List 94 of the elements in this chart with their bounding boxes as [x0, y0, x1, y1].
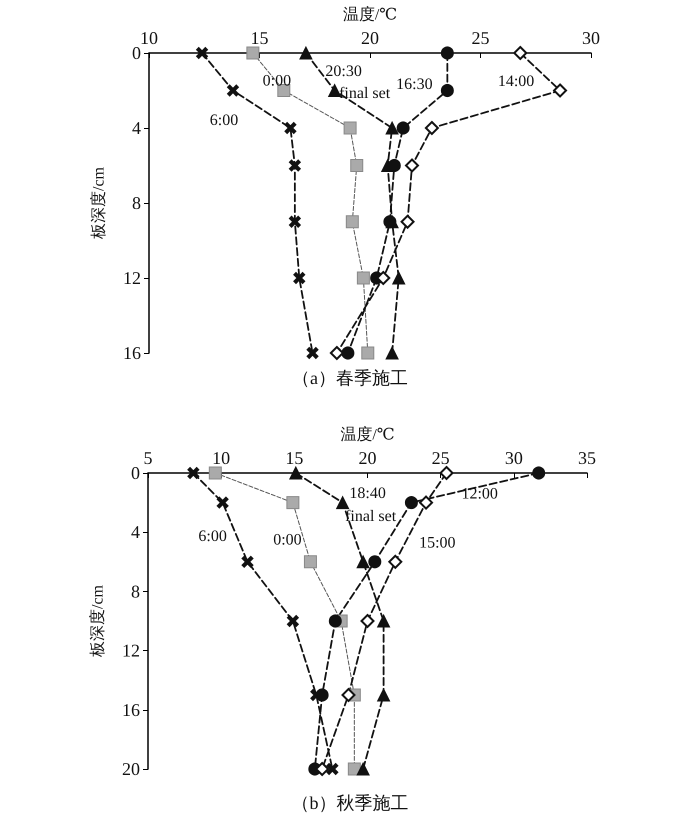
text: （a）春季施工: [292, 368, 408, 388]
x-tick-label: 15: [285, 448, 304, 468]
point: [400, 214, 415, 229]
point: [383, 215, 396, 228]
point: [341, 688, 356, 702]
point: [246, 46, 260, 60]
point: [361, 346, 374, 360]
point: [396, 122, 410, 134]
point: [377, 688, 390, 702]
x-tick-label: 30: [504, 448, 523, 468]
point: [404, 158, 419, 172]
point: [419, 496, 434, 510]
point: [316, 688, 329, 702]
x-tick-label: 5: [144, 448, 152, 468]
point: [341, 346, 354, 360]
y-tick-label: 20: [122, 759, 140, 779]
point: [440, 46, 454, 60]
series-label: 12:00: [461, 486, 498, 502]
point: [404, 496, 418, 510]
point: [344, 122, 357, 134]
x-tick-label: 25: [432, 448, 450, 468]
annotation: final set: [345, 508, 397, 526]
series-label: 6:00: [198, 528, 227, 546]
point: [346, 215, 359, 228]
point: [242, 556, 254, 568]
x-tick-label: 20: [358, 448, 376, 468]
point: [532, 466, 546, 480]
point: [187, 467, 200, 479]
y-tick-label: 8: [131, 581, 140, 602]
point: [299, 46, 312, 60]
point: [360, 614, 374, 628]
point: [392, 272, 406, 284]
series-label: 20:30: [325, 63, 362, 80]
series-label: 6:00: [210, 112, 238, 129]
point: [377, 614, 390, 628]
series-label: 16:30: [396, 76, 433, 93]
point: [304, 555, 317, 568]
point: [196, 47, 208, 59]
point: [216, 496, 229, 509]
point: [326, 763, 338, 775]
point: [330, 346, 344, 360]
y-tick-label: 8: [132, 193, 141, 213]
point: [286, 615, 299, 627]
x-tick-label: 35: [578, 448, 596, 468]
x-tick-label: 30: [582, 28, 600, 48]
y-tick-label: 4: [132, 118, 141, 138]
point: [293, 272, 306, 284]
point: [336, 496, 350, 510]
series-label: 0:00: [273, 531, 302, 548]
point: [350, 159, 364, 172]
point: [424, 121, 439, 135]
point: [356, 272, 370, 284]
point: [286, 496, 300, 510]
x-tick-label: 25: [472, 28, 490, 48]
point: [208, 466, 222, 480]
point: [306, 347, 319, 359]
point: [386, 122, 399, 134]
x-tick-label: 10: [212, 448, 230, 468]
series-label: 15:00: [419, 534, 456, 552]
y-tick-label: 12: [123, 268, 141, 288]
point: [284, 122, 296, 134]
series-label: 14:00: [498, 73, 534, 90]
point: [289, 466, 302, 480]
series-label: 18:40: [349, 485, 386, 502]
point: [288, 160, 301, 172]
point: [288, 216, 301, 228]
point: [513, 46, 528, 60]
point: [226, 84, 239, 96]
point: [440, 84, 454, 97]
point: [368, 555, 382, 568]
point: [553, 84, 568, 98]
series-label: 0:00: [262, 72, 292, 90]
y-tick-label: 0: [131, 463, 140, 483]
y-tick-label: 0: [132, 43, 141, 63]
point: [440, 466, 454, 480]
point: [388, 554, 402, 569]
y-tick-label: 4: [131, 522, 140, 542]
x-tick-label: 15: [250, 28, 268, 48]
y-axis-title: 板深度/cm: [88, 584, 106, 658]
annotation: final set: [339, 85, 391, 102]
y-tick-label: 16: [123, 343, 141, 363]
y-axis-title: 板深度/cm: [90, 166, 108, 240]
point: [356, 555, 370, 568]
point: [386, 346, 399, 360]
point: [328, 614, 342, 628]
text: （b）秋季施工: [292, 793, 408, 813]
x-axis-title: 温度/℃: [342, 6, 398, 24]
y-tick-label: 12: [122, 640, 140, 661]
y-tick-label: 16: [122, 700, 140, 720]
point: [388, 159, 401, 172]
point: [356, 762, 370, 776]
x-tick-label: 20: [361, 28, 379, 48]
x-tick-label: 10: [140, 28, 158, 48]
x-axis-title: 温度/℃: [340, 426, 395, 444]
